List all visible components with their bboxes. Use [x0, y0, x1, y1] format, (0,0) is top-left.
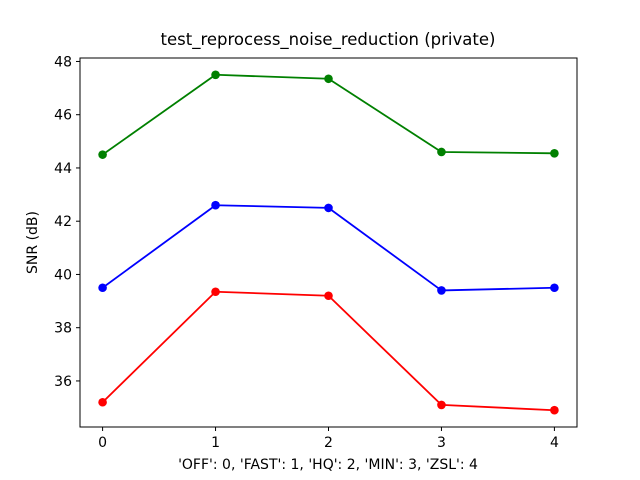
- green-series-marker: [324, 74, 333, 84]
- x-tick-label: 0: [98, 435, 107, 451]
- green-series-line: [102, 73, 555, 156]
- red-series-marker: [211, 287, 220, 297]
- x-axis-label: 'OFF': 0, 'FAST': 1, 'HQ': 2, 'MIN': 3, …: [178, 457, 478, 473]
- green-series-marker: [437, 147, 446, 157]
- blue-series-marker: [98, 283, 107, 293]
- y-tick-label: 38: [54, 321, 72, 337]
- blue-series-marker: [437, 286, 446, 295]
- y-tick-label: 44: [54, 161, 72, 177]
- red-series-line: [101, 290, 555, 412]
- blue-series-marker: [550, 283, 559, 293]
- blue-series-marker: [211, 200, 220, 210]
- red-series-marker: [324, 291, 333, 301]
- plot-area: [79, 57, 578, 428]
- blue-series-marker: [324, 203, 333, 213]
- green-series-marker: [550, 149, 559, 158]
- blue-series-line: [102, 204, 555, 292]
- green-series-marker: [211, 70, 220, 80]
- green-series-marker: [98, 150, 107, 159]
- data-series: [98, 70, 559, 415]
- red-series-marker: [550, 405, 559, 415]
- chart-title: test_reprocess_noise_reduction (private): [161, 30, 496, 50]
- y-tick-label: 48: [54, 54, 72, 70]
- y-tick-label: 46: [54, 108, 72, 124]
- y-tick-label: 36: [54, 374, 72, 390]
- x-tick-label: 3: [437, 435, 446, 451]
- y-tick-label: 42: [54, 214, 72, 230]
- x-tick-label: 1: [211, 435, 220, 451]
- x-tick-label: 4: [550, 435, 559, 451]
- red-series-marker: [98, 397, 107, 407]
- red-series-marker: [437, 400, 446, 410]
- y-axis-label: SNR (dB): [25, 211, 41, 274]
- y-tick-label: 40: [54, 267, 72, 283]
- x-tick-label: 2: [324, 435, 333, 451]
